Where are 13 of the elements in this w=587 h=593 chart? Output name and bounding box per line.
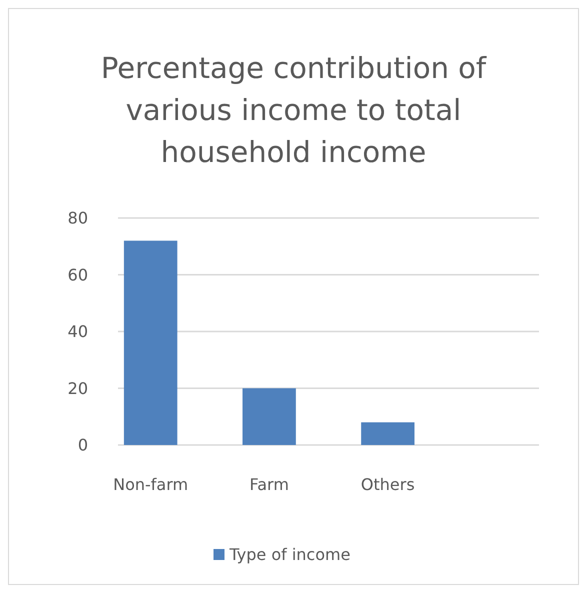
bar xyxy=(361,422,414,445)
x-tick-label: Others xyxy=(360,475,415,494)
chart-title: Percentage contribution of various income to total household income xyxy=(100,51,487,169)
y-tick-label: 40 xyxy=(68,322,88,342)
legend-label: Type of income xyxy=(228,545,350,564)
y-tick-label: 0 xyxy=(78,436,88,455)
y-tick-label: 80 xyxy=(68,208,88,228)
x-tick-label: Farm xyxy=(249,475,289,494)
bar xyxy=(242,388,296,445)
y-tick-label: 20 xyxy=(68,378,88,398)
bar xyxy=(124,240,178,445)
x-tick-label: Non-farm xyxy=(113,475,188,494)
y-tick-label: 60 xyxy=(68,265,88,284)
